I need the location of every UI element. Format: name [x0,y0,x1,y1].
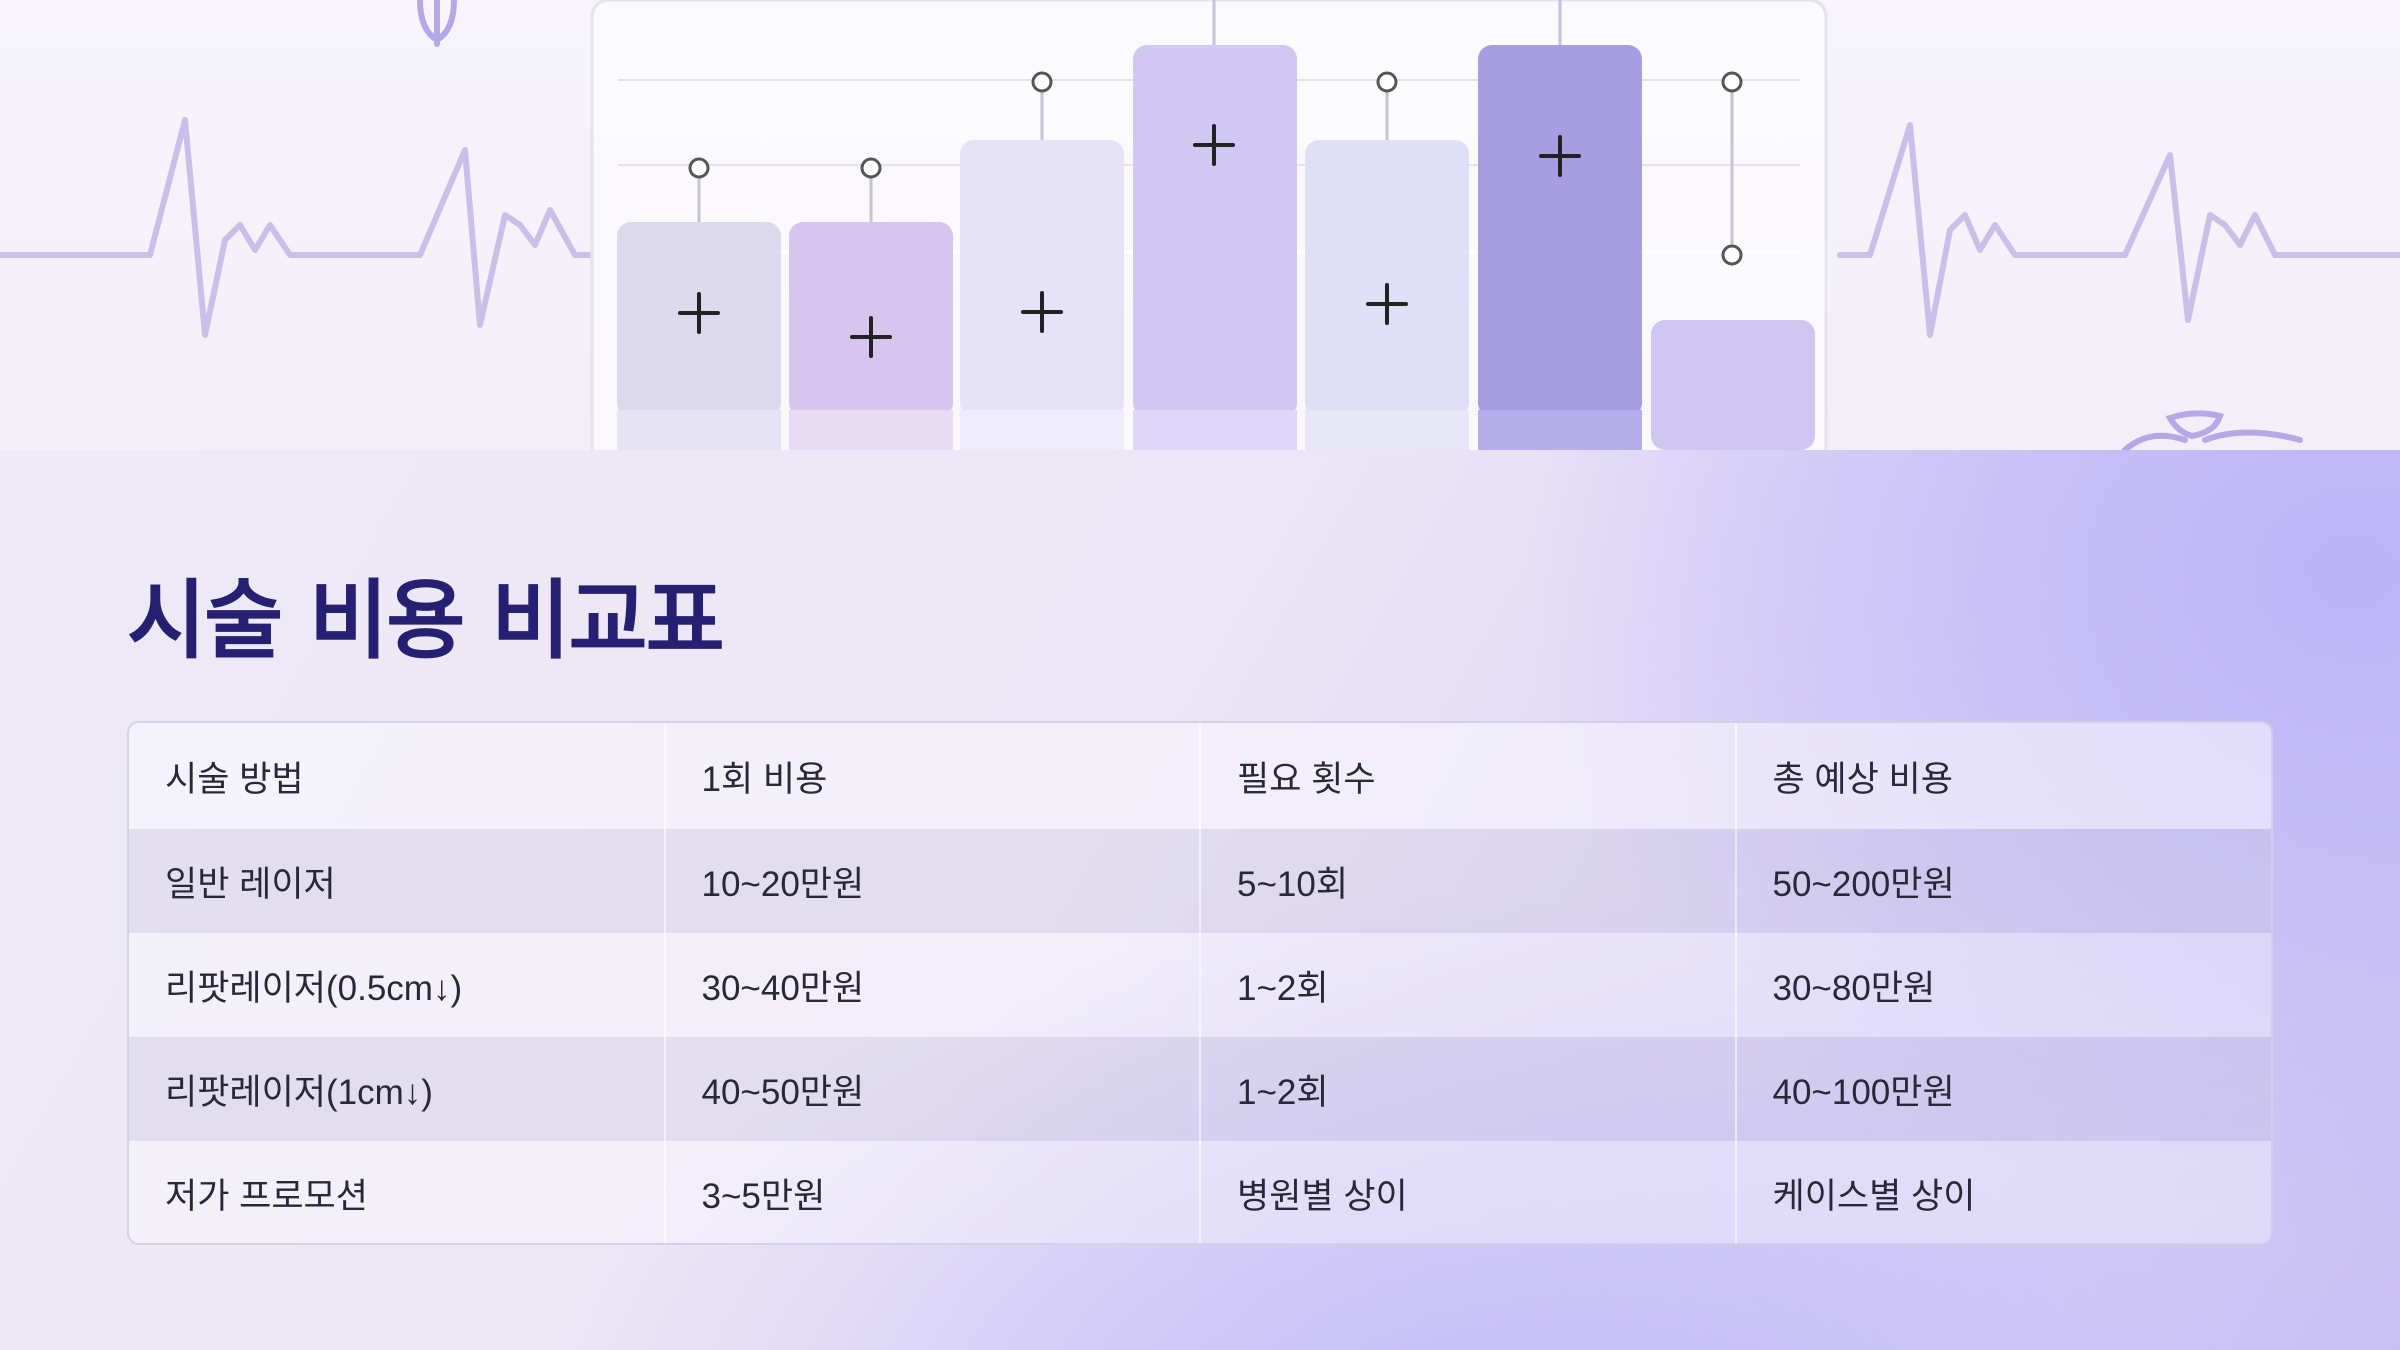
decorative-bars [617,0,1815,450]
table-cell: 리팟레이저(0.5cm↓) [129,933,666,1037]
angel-wings-icon [2122,410,2303,450]
slide-content: 시술 비용 비교표 시술 방법 1회 비용 필요 횟수 총 예상 비용 일반 레… [0,450,2400,1350]
column-header: 1회 비용 [664,723,1201,829]
table-cell: 40~50만원 [664,1037,1201,1141]
table-cell: 40~100만원 [1772,1072,1955,1112]
table-cell: 50~200만원 [1772,864,1955,904]
table-row: 리팟레이저(1cm↓) 40~50만원 1~2회 40~100만원 [129,1037,2271,1141]
table-header-row: 시술 방법 1회 비용 필요 횟수 총 예상 비용 [129,723,2271,829]
table-cell: 10~20만원 [664,829,1201,933]
table-cell: 30~40만원 [664,933,1201,1037]
table-row: 일반 레이저 10~20만원 5~10회 50~200만원 [129,829,2271,933]
heartbeat-line-icon [1837,122,2400,338]
table-row: 리팟레이저(0.5cm↓) 30~40만원 1~2회 30~80만원 [129,933,2271,1037]
hero-illustration [0,0,2400,450]
column-header: 시술 방법 [129,723,666,829]
cost-comparison-table: 시술 방법 1회 비용 필요 횟수 총 예상 비용 일반 레이저 10~20만원… [127,721,2273,1245]
table-cell: 30~80만원 [1772,968,1936,1008]
column-header: 필요 횟수 [1200,723,1737,829]
stethoscope-icon [417,0,457,47]
table-cell: 1~2회 [1200,933,1737,1037]
plus-icon [678,124,1581,358]
table-cell: 1~2회 [1200,1037,1737,1141]
table-cell: 케이스별 상이 [1772,1176,1976,1216]
table-cell: 병원별 상이 [1200,1141,1737,1243]
hero-graphic [0,0,2400,450]
table-row: 저가 프로모션 3~5만원 병원별 상이 케이스별 상이 [129,1141,2271,1243]
column-header: 총 예상 비용 [1772,759,1953,799]
page-title: 시술 비용 비교표 [127,571,725,671]
table-cell: 일반 레이저 [129,829,666,933]
table-cell: 3~5만원 [664,1141,1201,1243]
heartbeat-line-icon [0,117,593,338]
table-cell: 저가 프로모션 [129,1141,666,1243]
table-cell: 5~10회 [1200,829,1737,933]
table-cell: 리팟레이저(1cm↓) [129,1037,666,1141]
